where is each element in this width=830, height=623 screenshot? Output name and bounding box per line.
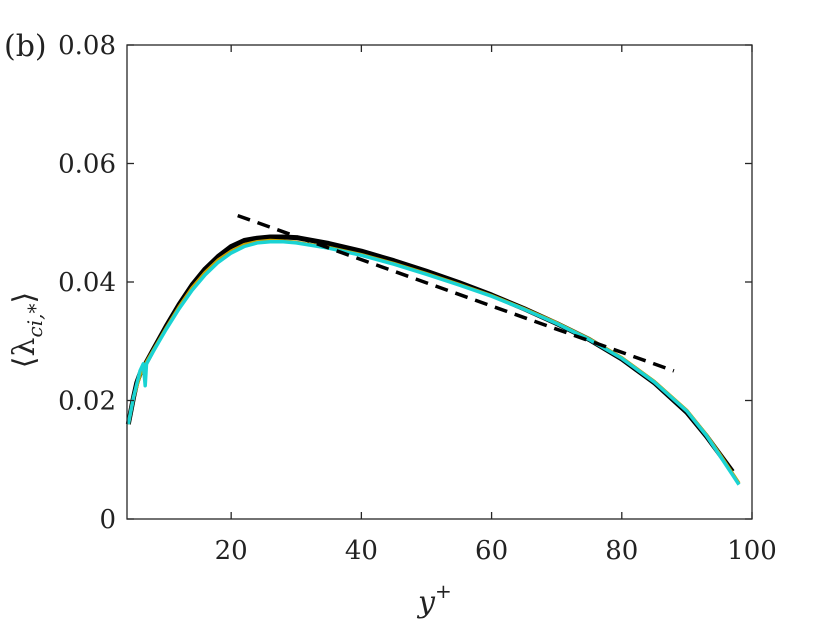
x-tick-label: 80 xyxy=(605,536,638,566)
ticks-layer: 20 40 60 80 100 0 0.02 0.04 0.06 0.08 xyxy=(58,31,777,566)
y-axis-label-close: ⟩ xyxy=(7,292,42,304)
panel-label: (b) xyxy=(4,29,47,64)
plot-area xyxy=(127,45,752,519)
x-axis-label-sup: + xyxy=(435,579,452,603)
x-tick-label: 60 xyxy=(475,536,508,566)
x-tick-label: 100 xyxy=(727,536,777,566)
series-line-3 xyxy=(237,213,675,373)
x-axis-label-main: y xyxy=(416,585,436,620)
x-tick-label: 40 xyxy=(345,536,378,566)
y-tick-label: 0.08 xyxy=(58,31,116,61)
x-axis-label: y+ xyxy=(416,579,452,620)
series-layer xyxy=(125,213,741,486)
y-axis-label-main: ⟨λ xyxy=(7,337,42,368)
x-tick-label: 20 xyxy=(215,536,248,566)
series-line-2 xyxy=(126,239,741,486)
y-axis-label: ⟨λci,*⟩ xyxy=(7,292,47,368)
y-axis-label-sub: ci,* xyxy=(23,304,47,338)
y-tick-label: 0.02 xyxy=(58,387,116,417)
y-tick-label: 0 xyxy=(99,505,116,535)
y-tick-label: 0.04 xyxy=(58,268,116,298)
y-tick-label: 0.06 xyxy=(58,150,116,180)
plot-frame xyxy=(126,44,753,520)
